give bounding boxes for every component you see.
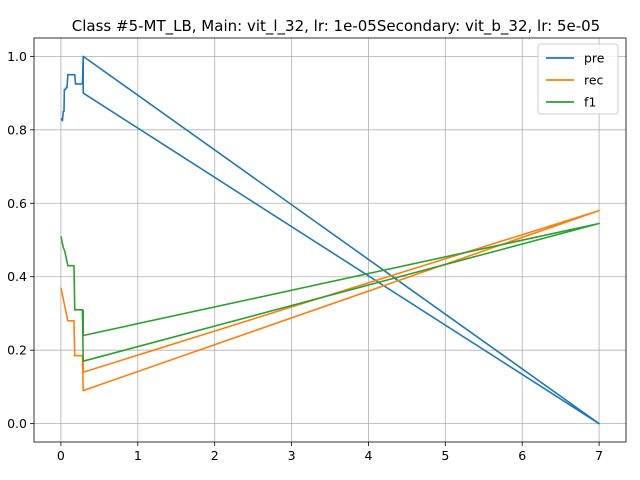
plot-frame [33,37,627,443]
x-tick-label: 7 [595,448,603,463]
grid-lines [34,38,626,442]
y-tick-label: 1.0 [7,49,27,64]
x-tick-label: 2 [211,448,219,463]
y-tick-label: 0.0 [7,416,27,431]
legend: pre rec f1 [537,43,619,115]
y-tick-label: 0.2 [7,343,27,358]
y-axis: 0.0 0.2 0.4 0.6 0.8 1.0 [7,49,34,431]
series-line-rec [60,209,600,392]
series-line-pre [60,55,600,425]
y-tick-label: 0.8 [7,122,27,137]
x-tick-label: 4 [364,448,372,463]
series-layer [60,55,600,425]
x-tick-label: 1 [134,448,142,463]
y-tick-label: 0.6 [7,196,27,211]
legend-label-pre: pre [584,51,605,66]
x-tick-label: 5 [441,448,449,463]
x-axis: 0 1 2 3 4 5 6 7 [57,442,603,463]
legend-box [537,43,619,115]
legend-label-f1: f1 [584,95,596,110]
x-tick-label: 0 [57,448,65,463]
series-line-f1 [60,222,600,363]
chart-title: Class #5-MT_LB, Main: vit_l_32, lr: 1e-0… [72,17,600,36]
y-tick-label: 0.4 [7,269,27,284]
legend-label-rec: rec [584,73,604,88]
x-tick-label: 6 [518,448,526,463]
x-tick-label: 3 [288,448,296,463]
